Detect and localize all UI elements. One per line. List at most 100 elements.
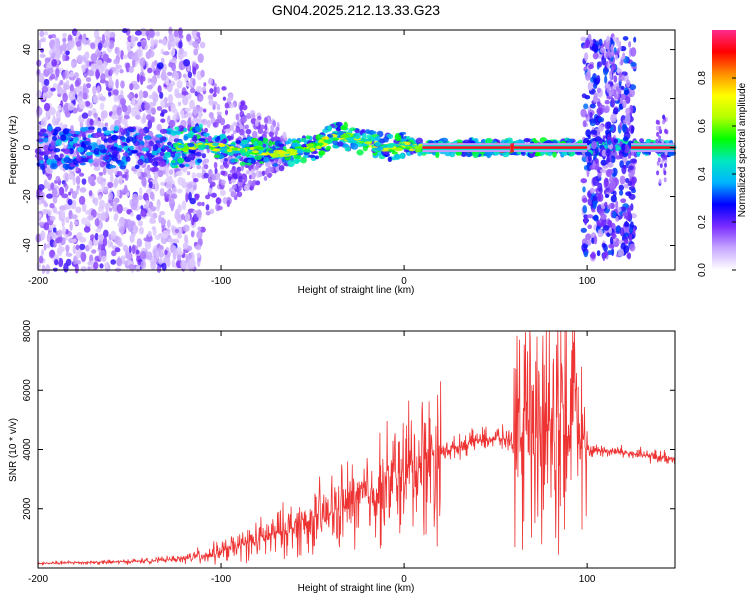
- heat-cell: [142, 90, 149, 99]
- heat-cell: [177, 27, 183, 36]
- heat-cell: [100, 212, 106, 221]
- heat-cell: [98, 194, 103, 201]
- heat-cell: [263, 138, 268, 144]
- heat-cell: [102, 53, 109, 62]
- heat-cell: [222, 125, 228, 130]
- heat-cell: [627, 180, 633, 187]
- heat-cell: [37, 124, 42, 131]
- heat-cell: [41, 128, 47, 133]
- heat-cell: [237, 175, 243, 183]
- heat-cell: [70, 60, 76, 69]
- heat-cell: [49, 91, 54, 97]
- heat-cell: [143, 135, 152, 140]
- spectrogram-x-label: Height of straight line (km): [298, 285, 415, 296]
- heat-cell: [217, 205, 223, 211]
- heat-cell: [201, 153, 207, 159]
- heat-cell: [566, 138, 574, 143]
- heat-cell: [57, 229, 63, 237]
- heat-cell: [69, 71, 74, 78]
- heat-cell: [213, 154, 221, 158]
- heat-cell: [116, 189, 120, 198]
- heat-cell: [115, 78, 119, 89]
- heat-cell: [55, 175, 61, 182]
- heat-cell: [184, 213, 191, 222]
- heat-cell: [43, 243, 47, 251]
- heat-cell: [211, 173, 217, 181]
- heat-cell: [157, 233, 164, 238]
- heat-cell: [596, 250, 601, 257]
- heat-cell: [78, 100, 86, 110]
- heat-cell: [180, 259, 187, 270]
- heat-cell: [625, 107, 631, 115]
- heat-cell: [596, 74, 601, 84]
- heat-cell: [136, 134, 144, 141]
- heat-cell: [179, 163, 185, 168]
- heat-cell: [54, 37, 60, 44]
- heat-cell: [614, 99, 621, 104]
- heat-cell: [314, 155, 319, 160]
- heat-cell: [187, 112, 193, 119]
- heat-cell: [656, 170, 660, 176]
- heat-cell: [83, 226, 91, 233]
- heat-cell: [196, 201, 203, 207]
- heat-cell: [108, 75, 113, 83]
- heat-cell: [74, 86, 81, 93]
- heat-cell: [343, 121, 348, 129]
- heat-cell: [229, 103, 235, 109]
- heat-cell: [177, 125, 185, 132]
- heat-cell: [629, 158, 637, 164]
- heat-cell: [627, 152, 632, 159]
- heat-cell: [110, 230, 117, 240]
- heat-cell: [374, 141, 382, 147]
- heat-cell: [383, 136, 389, 143]
- heat-cell: [105, 80, 109, 87]
- heat-cell: [152, 144, 159, 152]
- heat-cell: [196, 164, 202, 170]
- heat-cell: [125, 156, 131, 162]
- heat-cell: [107, 182, 114, 189]
- heat-cell: [149, 217, 155, 224]
- heat-cell: [594, 136, 602, 142]
- heat-cell: [127, 93, 133, 99]
- heat-cell: [628, 165, 634, 171]
- heat-cell: [582, 120, 587, 128]
- heat-cell: [86, 129, 95, 134]
- heat-cell: [76, 146, 85, 153]
- heat-cell: [184, 254, 191, 259]
- heat-cell: [191, 159, 195, 165]
- heat-cell: [610, 97, 616, 108]
- heat-cell: [415, 137, 424, 145]
- heat-cell: [174, 248, 178, 256]
- heat-cell: [88, 175, 95, 185]
- heat-cell: [591, 43, 599, 52]
- heat-cell: [134, 164, 140, 169]
- heat-cell: [318, 139, 325, 144]
- heat-cell: [55, 110, 61, 120]
- heat-cell: [465, 150, 473, 158]
- heat-cell: [655, 125, 659, 131]
- heat-cell: [76, 95, 82, 101]
- heat-cell: [588, 64, 594, 70]
- heat-cell: [46, 62, 52, 69]
- heat-cell: [604, 193, 610, 199]
- heat-cell: [164, 151, 172, 158]
- heat-cell: [222, 196, 228, 205]
- heat-cell: [662, 119, 666, 125]
- heat-cell: [67, 102, 75, 111]
- heat-cell: [63, 262, 69, 273]
- heat-cell: [158, 160, 166, 167]
- heat-cell: [75, 40, 82, 47]
- heat-cell: [597, 192, 604, 202]
- heat-cell: [203, 132, 210, 137]
- y-tick-label: -40: [22, 238, 33, 253]
- heat-cell: [52, 227, 57, 233]
- snr-plot-area: [38, 331, 675, 568]
- heat-cell: [122, 152, 130, 157]
- heat-cell: [639, 138, 645, 143]
- heat-cell: [624, 89, 630, 96]
- colorbar-tick-label: 0.8: [697, 71, 708, 85]
- heat-cell: [156, 62, 164, 70]
- heat-cell: [606, 35, 610, 42]
- heat-cell: [593, 92, 598, 100]
